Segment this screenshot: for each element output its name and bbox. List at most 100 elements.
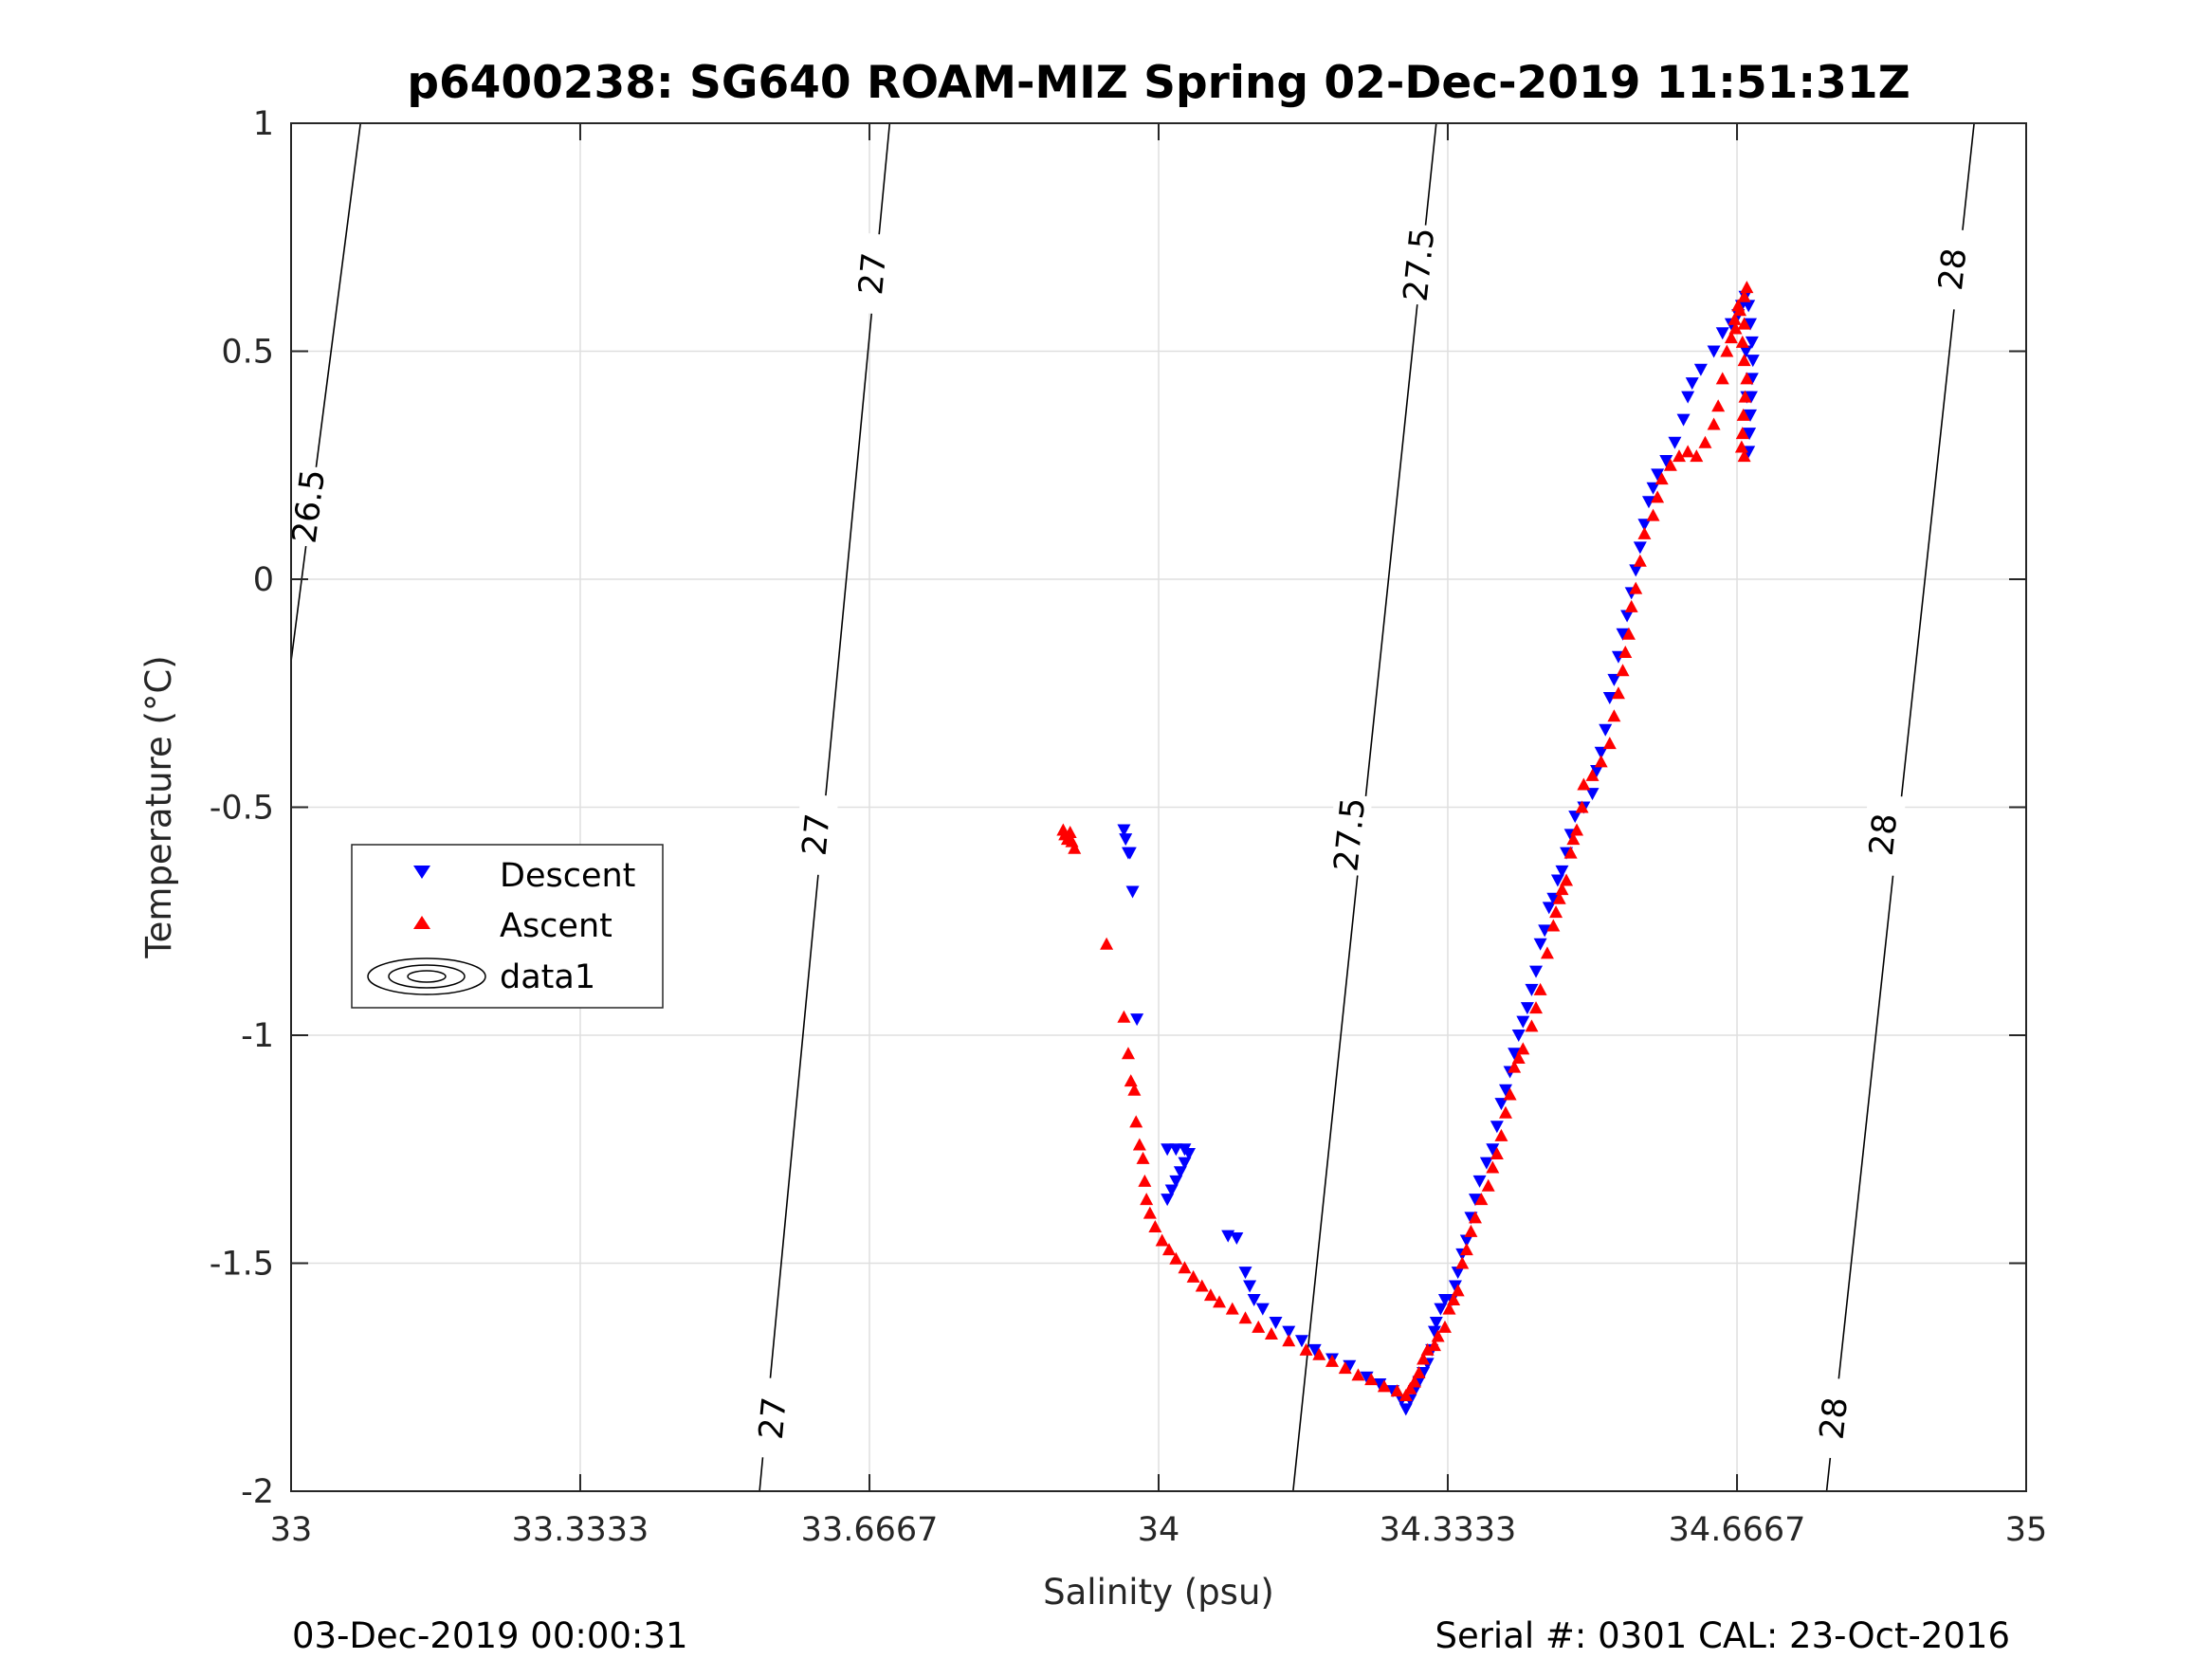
footer-serial-cal: Serial #: 0301 CAL: 23-Oct-2016 — [1435, 1615, 2010, 1656]
ascent-point — [1698, 435, 1712, 448]
ascent-point — [1161, 1243, 1176, 1256]
ascent-point — [1715, 372, 1729, 385]
ascent-point — [1437, 1320, 1452, 1333]
chart-title: p6400238: SG640 ROAM-MIZ Spring 02-Dec-2… — [407, 57, 1910, 109]
ascent-point — [1364, 1373, 1379, 1386]
contour-label: 28 — [1814, 1395, 1856, 1442]
descent-point — [1633, 541, 1647, 555]
ascent-point — [1252, 1320, 1266, 1333]
ascent-point — [1299, 1342, 1313, 1356]
ascent-point — [1129, 1115, 1143, 1128]
ascent-point — [1178, 1261, 1192, 1274]
descent-point — [1743, 428, 1757, 441]
contour-label: 28 — [1932, 246, 1975, 293]
ascent-point — [1736, 408, 1750, 421]
ascent-point — [1654, 472, 1669, 485]
ascent-point — [1464, 1224, 1478, 1237]
ascent-point — [1503, 1087, 1517, 1101]
ascent-point — [1525, 1019, 1539, 1032]
ascent-point — [1412, 1365, 1426, 1378]
ascent-point — [1728, 321, 1743, 335]
contour-label-group: 27 — [850, 232, 895, 316]
contour-label-group: 27 — [749, 1376, 795, 1460]
legend-ascent-marker — [413, 916, 430, 929]
ascent-point — [1529, 1001, 1544, 1014]
ascent-point — [1407, 1375, 1421, 1388]
x-tick-label: 34.6667 — [1669, 1511, 1806, 1549]
ascent-point — [1621, 627, 1636, 640]
descent-point — [1533, 938, 1547, 951]
y-tick-label: -1.5 — [210, 1246, 274, 1284]
ascent-point — [1417, 1352, 1431, 1365]
contour-label-bg — [793, 793, 839, 877]
descent-point — [1164, 1184, 1179, 1197]
descent-point — [1494, 1098, 1508, 1111]
ascent-point — [1420, 1342, 1435, 1356]
descent-point — [1590, 765, 1604, 778]
contour-label-bg — [1396, 223, 1442, 306]
descent-point — [1629, 564, 1643, 577]
descent-point — [1516, 1015, 1530, 1029]
ascent-point — [1312, 1347, 1326, 1360]
ascent-point — [1264, 1327, 1278, 1340]
descent-point — [1739, 345, 1753, 358]
descent-point — [1230, 1232, 1244, 1246]
ascent-point — [1737, 317, 1751, 330]
descent-point — [1676, 413, 1691, 427]
x-tick-label: 33.6667 — [801, 1511, 939, 1549]
descent-point — [1451, 1267, 1465, 1280]
descent-point — [1745, 336, 1759, 349]
descent-point — [1707, 345, 1721, 358]
descent-point — [1616, 628, 1630, 641]
descent-point — [1529, 965, 1544, 978]
descent-point — [1472, 1175, 1487, 1188]
ascent-point — [1143, 1206, 1157, 1219]
contour-label-bg — [284, 464, 333, 549]
descent-point — [1243, 1280, 1257, 1293]
contour-label: 27.5 — [1327, 796, 1373, 874]
y-axis-label: Temperature (°C) — [138, 655, 179, 958]
ascent-point — [1451, 1284, 1465, 1297]
ascent-point — [1563, 846, 1578, 859]
contour-label: 27.5 — [1398, 226, 1443, 303]
y-tick-label: -1 — [241, 1017, 274, 1055]
ascent-point — [1594, 755, 1608, 768]
descent-point — [1651, 468, 1665, 482]
ascent-point — [1455, 1256, 1470, 1269]
ascent-point — [1136, 1151, 1150, 1164]
ascent-point — [1447, 1292, 1461, 1305]
ascent-point — [1555, 883, 1569, 896]
ascent-point — [1575, 800, 1589, 813]
descent-point — [1641, 496, 1655, 509]
descent-point — [1178, 1157, 1192, 1170]
descent-point — [1525, 983, 1539, 996]
ascent-point — [1546, 919, 1561, 932]
ascent-point — [1203, 1288, 1217, 1302]
descent-point — [1238, 1267, 1252, 1280]
contour-label-group: 28 — [1810, 1376, 1857, 1460]
descent-point — [1715, 327, 1729, 340]
ascent-point — [1724, 331, 1738, 344]
ascent-point — [1516, 1042, 1530, 1055]
descent-point — [1599, 723, 1613, 737]
descent-point — [1546, 892, 1561, 905]
density-contours: 26.5 27 27 27 27.5 27.5 28 28 28 — [284, 122, 1976, 1492]
ascent-point — [1117, 1010, 1131, 1023]
ascent-point — [1731, 299, 1746, 312]
legend-box — [351, 844, 664, 1009]
descent-point — [1685, 377, 1699, 391]
contour-line — [290, 122, 361, 662]
descent-point — [1282, 1325, 1296, 1339]
descent-point — [1479, 1157, 1493, 1170]
ascent-point — [1734, 440, 1748, 453]
grid-lines — [291, 123, 2026, 1491]
ascent-point — [1124, 1074, 1138, 1087]
ascent-point — [1121, 1047, 1135, 1060]
legend: Descent Ascent data1 — [351, 844, 664, 1009]
descent-point — [1486, 1143, 1500, 1157]
legend-descent-label: Descent — [500, 857, 635, 895]
x-tick-label: 33.3333 — [512, 1511, 649, 1549]
ascent-point — [1737, 354, 1751, 367]
descent-point — [1360, 1371, 1374, 1384]
